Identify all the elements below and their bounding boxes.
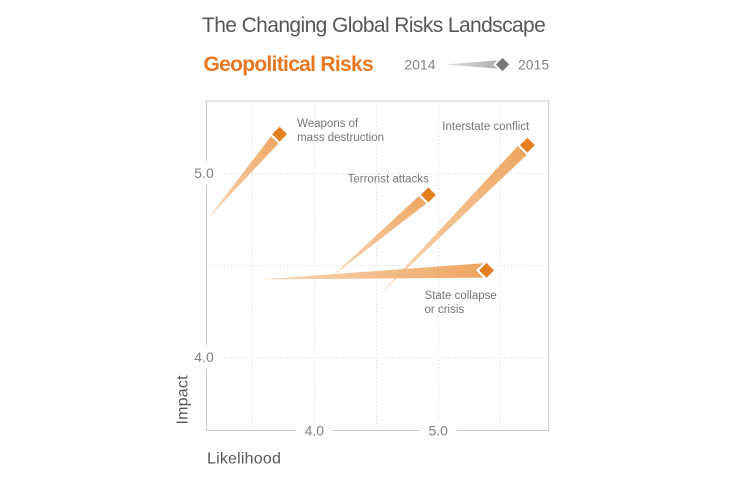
x-tick-label: 5.0 (428, 423, 448, 439)
y-axis-title: Impact (175, 375, 192, 425)
x-tick-pad (420, 421, 457, 440)
plot-area: 4.0 5.0 4.0 5.0 Weapons of mass destruction Te… (190, 100, 549, 440)
risk-label-line: Weapons of (297, 118, 359, 130)
risk-label: Interstate conflict (442, 121, 530, 133)
y-tick-pad (190, 160, 222, 185)
legend-arrow-trail (444, 60, 503, 69)
risk-label: Weapons of mass destruction (297, 118, 384, 144)
risk-diamond (516, 134, 538, 156)
risk-state-collapse-or-crisis: State collapse or crisis (258, 259, 498, 316)
y-tick-label: 5.0 (194, 165, 214, 181)
legend-arrow-icon (444, 55, 512, 74)
chart-subtitle: Geopolitical Risks (204, 53, 373, 76)
risk-interstate-conflict: Interstate conflict (379, 121, 538, 295)
legend: 2014 2015 (404, 55, 549, 74)
legend-from-label: 2014 (404, 56, 435, 72)
risk-diamond (417, 184, 439, 206)
y-tick-pad (190, 344, 222, 369)
risk-label-line: Terrorist attacks (348, 173, 429, 185)
risk-trail (330, 190, 432, 278)
risk-label: State collapse or crisis (425, 290, 497, 316)
risk-weapons-of-mass-destruction: Weapons of mass destruction (207, 118, 384, 219)
y-tick-label: 4.0 (194, 349, 214, 365)
risk-label-line: or crisis (425, 304, 465, 316)
risk-label-line: mass destruction (297, 132, 384, 144)
risk-label-line: State collapse (425, 290, 497, 302)
risk-terrorist-attacks: Terrorist attacks (330, 173, 439, 278)
legend-to-label: 2015 (518, 56, 549, 72)
risk-label: Terrorist attacks (348, 173, 429, 185)
risk-diamond (269, 123, 291, 145)
page-title: The Changing Global Risks Landscape (202, 14, 545, 37)
x-axis-title: Likelihood (207, 451, 281, 468)
x-tick-pad (296, 421, 333, 440)
legend-arrow-diamond (493, 55, 512, 74)
plot-border (206, 100, 549, 431)
risk-trail (207, 130, 284, 219)
risk-label-line: Interstate conflict (442, 121, 530, 133)
x-tick-label: 4.0 (305, 423, 325, 439)
risk-trail (379, 140, 533, 295)
risk-diamond (475, 259, 498, 281)
risk-trail (258, 263, 487, 280)
